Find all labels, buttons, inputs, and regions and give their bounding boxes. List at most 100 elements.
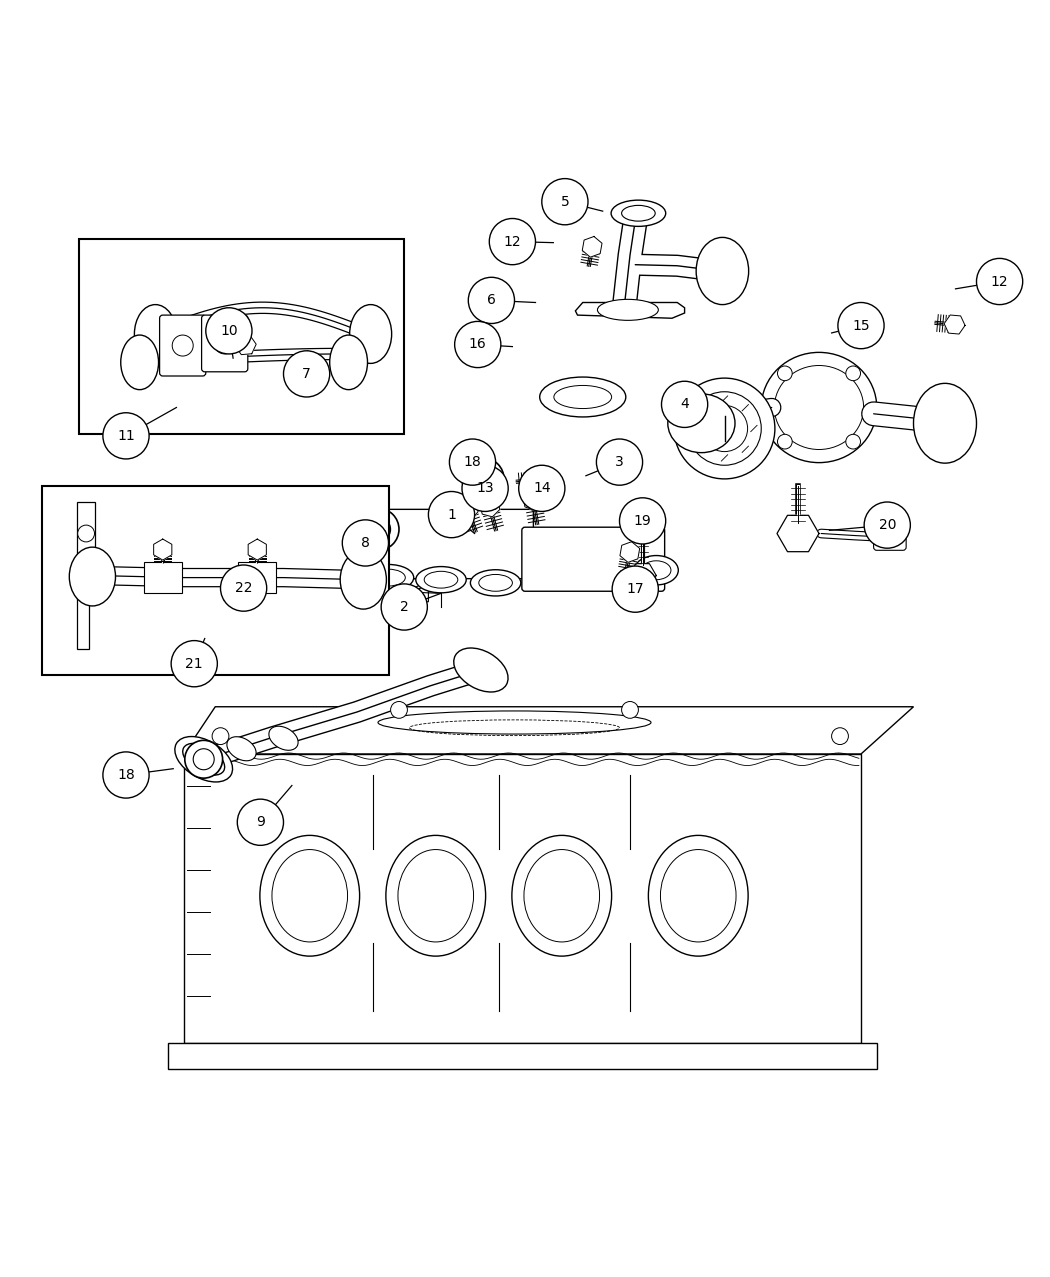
Polygon shape <box>349 577 399 591</box>
Ellipse shape <box>775 365 863 450</box>
Bar <box>42 487 388 676</box>
Ellipse shape <box>470 466 496 492</box>
Circle shape <box>519 465 565 512</box>
Circle shape <box>596 439 643 485</box>
Circle shape <box>212 728 229 744</box>
Circle shape <box>622 701 638 718</box>
Text: 6: 6 <box>487 294 496 308</box>
Ellipse shape <box>69 547 116 607</box>
Ellipse shape <box>479 575 512 591</box>
Ellipse shape <box>642 561 671 580</box>
Circle shape <box>777 366 792 381</box>
Text: 10: 10 <box>220 324 237 338</box>
Text: 14: 14 <box>533 481 550 495</box>
Ellipse shape <box>193 748 214 770</box>
FancyBboxPatch shape <box>160 315 206 375</box>
Ellipse shape <box>365 517 391 541</box>
Text: 4: 4 <box>680 397 689 411</box>
Text: 20: 20 <box>879 518 896 533</box>
Text: 16: 16 <box>469 337 486 351</box>
Circle shape <box>284 351 330 397</box>
FancyBboxPatch shape <box>202 315 248 372</box>
Text: 8: 8 <box>361 536 370 550</box>
Polygon shape <box>168 1043 877 1069</box>
Circle shape <box>662 382 708 428</box>
Text: 18: 18 <box>118 767 134 782</box>
Circle shape <box>103 752 149 798</box>
Circle shape <box>777 434 792 450</box>
Text: 12: 12 <box>504 235 521 249</box>
Bar <box>144 562 182 594</box>
Ellipse shape <box>372 570 405 586</box>
Ellipse shape <box>914 383 976 464</box>
Text: 1: 1 <box>447 507 456 521</box>
Polygon shape <box>235 336 256 355</box>
Text: 11: 11 <box>118 429 134 443</box>
Ellipse shape <box>183 743 225 775</box>
Ellipse shape <box>454 647 508 692</box>
FancyBboxPatch shape <box>522 527 665 591</box>
Polygon shape <box>527 470 548 489</box>
Polygon shape <box>153 539 172 561</box>
Ellipse shape <box>227 737 256 761</box>
Circle shape <box>846 434 861 450</box>
Text: 3: 3 <box>615 455 624 469</box>
Circle shape <box>220 564 267 612</box>
Text: 13: 13 <box>477 481 493 495</box>
Text: 19: 19 <box>634 513 651 527</box>
Polygon shape <box>184 753 861 1043</box>
Circle shape <box>489 218 536 264</box>
Circle shape <box>846 366 861 381</box>
Ellipse shape <box>330 335 367 389</box>
Ellipse shape <box>524 849 600 942</box>
Polygon shape <box>458 501 478 520</box>
Circle shape <box>449 439 496 485</box>
Text: 21: 21 <box>186 656 203 670</box>
Polygon shape <box>777 516 819 552</box>
Text: 18: 18 <box>464 455 481 469</box>
Circle shape <box>381 584 427 630</box>
Text: 9: 9 <box>256 815 265 829</box>
Circle shape <box>612 566 658 612</box>
Circle shape <box>391 701 407 718</box>
Ellipse shape <box>416 567 466 593</box>
Polygon shape <box>620 541 639 562</box>
Ellipse shape <box>512 835 611 956</box>
Circle shape <box>172 335 193 356</box>
Ellipse shape <box>660 849 736 942</box>
Ellipse shape <box>424 571 458 589</box>
Polygon shape <box>248 539 267 561</box>
FancyBboxPatch shape <box>874 521 906 550</box>
Ellipse shape <box>696 238 749 305</box>
Text: 12: 12 <box>991 275 1008 289</box>
Circle shape <box>674 378 775 479</box>
Ellipse shape <box>185 741 223 778</box>
Ellipse shape <box>175 737 232 782</box>
Ellipse shape <box>540 377 626 418</box>
Bar <box>238 562 276 594</box>
Polygon shape <box>575 303 685 318</box>
Polygon shape <box>583 236 602 257</box>
Circle shape <box>237 799 284 845</box>
Circle shape <box>342 520 388 566</box>
Circle shape <box>78 525 94 541</box>
Circle shape <box>838 303 884 349</box>
Ellipse shape <box>668 393 735 452</box>
Circle shape <box>455 322 501 368</box>
Circle shape <box>542 179 588 225</box>
Ellipse shape <box>340 550 386 609</box>
Circle shape <box>832 728 848 744</box>
Circle shape <box>171 641 217 687</box>
Circle shape <box>976 258 1023 305</box>
Ellipse shape <box>398 849 474 942</box>
Text: 17: 17 <box>627 582 644 596</box>
Ellipse shape <box>470 570 521 596</box>
Polygon shape <box>523 490 543 511</box>
Ellipse shape <box>462 458 504 499</box>
Polygon shape <box>77 502 94 649</box>
Ellipse shape <box>363 564 414 591</box>
FancyBboxPatch shape <box>343 510 533 578</box>
Bar <box>79 240 404 434</box>
Circle shape <box>864 502 910 548</box>
Ellipse shape <box>357 508 399 550</box>
